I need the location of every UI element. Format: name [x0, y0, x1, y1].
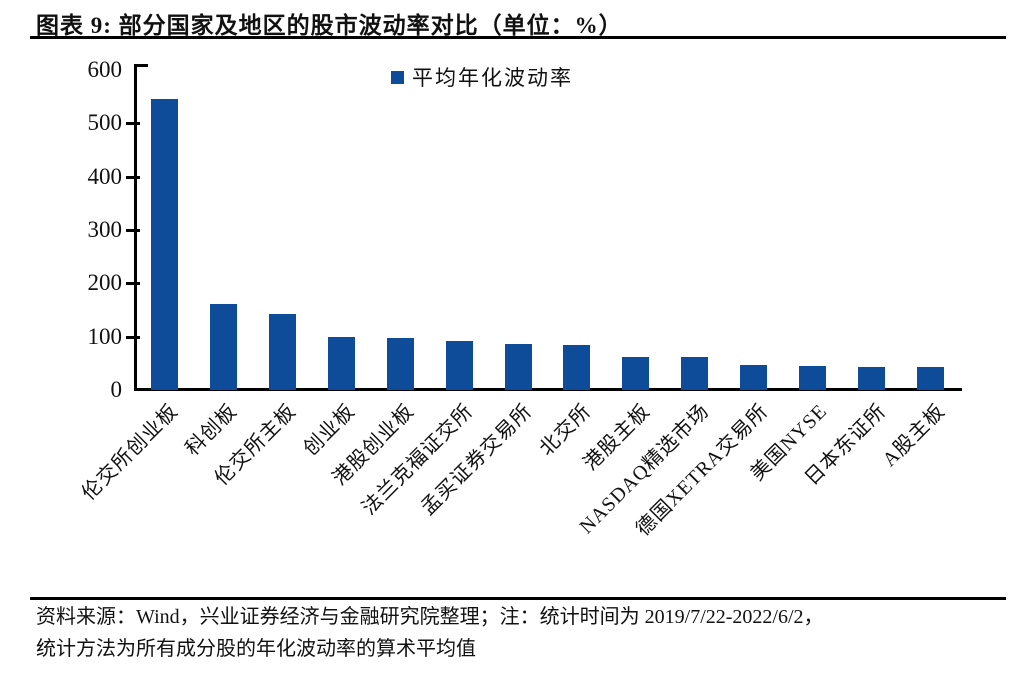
y-tick-label: 600	[87, 57, 123, 82]
legend-swatch-icon	[391, 70, 404, 84]
bar	[150, 99, 178, 390]
bar	[799, 366, 827, 390]
x-axis-line	[134, 388, 962, 391]
y-tick-label: 300	[87, 217, 123, 242]
bar	[858, 367, 886, 390]
y-tick-mark	[126, 282, 140, 286]
bar	[917, 367, 945, 390]
y-tick-label: 100	[87, 323, 123, 349]
bar	[268, 313, 296, 390]
source-note-line1: 资料来源：Wind，兴业证券经济与金融研究院整理；注：统计时间为 2019/7/…	[36, 606, 824, 628]
bar	[209, 304, 237, 390]
bar-chart: 平均年化波动率 0 100 200 300 400 500 600 伦交所创业板 科创板 伦交所…	[0, 40, 1024, 595]
bar	[681, 357, 709, 390]
figure-title: 图表 9: 部分国家及地区的股市波动率对比（单位：%）	[36, 13, 623, 38]
bar	[504, 343, 532, 390]
y-tick-mark	[126, 335, 140, 339]
chart-legend: 平均年化波动率	[391, 62, 573, 92]
y-tick-mark	[126, 229, 140, 232]
y-tick-mark	[126, 122, 140, 126]
title-divider-line	[30, 36, 1006, 39]
source-note-line2: 统计方法为所有成分股的年化波动率的算术平均值	[36, 638, 476, 660]
y-tick-label: 500	[87, 110, 123, 136]
y-tick-label: 400	[87, 163, 123, 189]
bar	[740, 364, 768, 390]
legend-label: 平均年化波动率	[412, 66, 573, 90]
y-tick-mark	[126, 175, 140, 179]
y-axis-top-tick	[137, 64, 148, 67]
bar	[327, 336, 355, 390]
y-tick-label: 0	[110, 377, 123, 402]
bar	[386, 338, 414, 390]
y-tick-label: 200	[87, 270, 123, 296]
bar	[622, 356, 650, 390]
bar	[563, 345, 591, 390]
y-axis-line	[134, 64, 137, 391]
footer-divider-line	[30, 597, 1006, 600]
bar	[445, 340, 473, 390]
